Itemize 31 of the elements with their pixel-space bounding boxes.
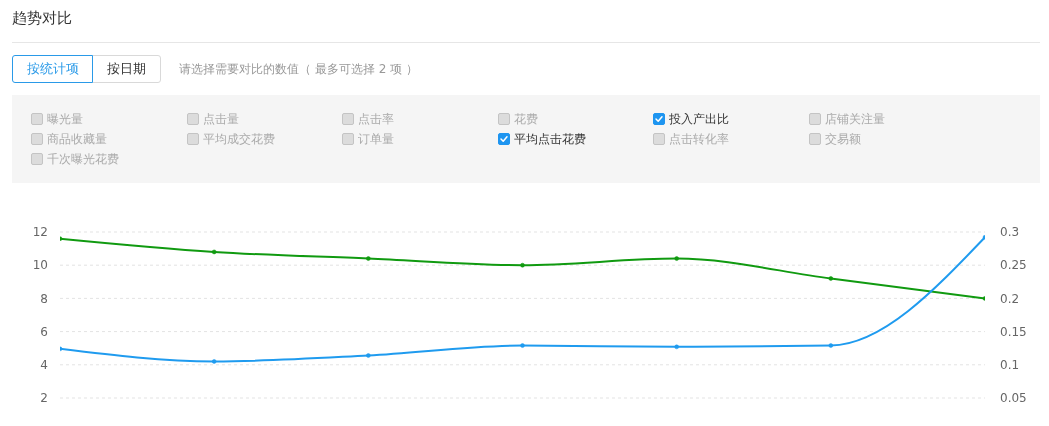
y2-tick-label: 0.1: [1000, 358, 1020, 373]
chart-title: 趋势对比: [12, 9, 72, 27]
y-tick-label: 12: [32, 225, 48, 240]
text: 点击率: [358, 112, 394, 126]
text: 商品收藏量: [47, 132, 107, 146]
text: 平均点击花费: [513, 132, 586, 146]
y-tick-label: 6: [40, 324, 48, 339]
line-series: [60, 235, 985, 364]
text: 订单量: [358, 132, 394, 146]
y2-tick-label: 0.2: [1000, 291, 1020, 306]
y2-tick-label: 0.25: [1000, 258, 1027, 273]
line-series: [60, 236, 985, 301]
text: 交易额: [824, 132, 861, 146]
y-tick-label: 4: [40, 358, 48, 373]
text: 曝光量: [47, 112, 83, 126]
y-tick-label: 2: [40, 391, 48, 406]
text: 投入产出比: [669, 112, 729, 126]
text: 店铺关注量: [824, 112, 885, 126]
text: 平均成交花费: [202, 132, 275, 146]
y-tick-label: 8: [40, 291, 48, 306]
y2-tick-label: 0.15: [1000, 324, 1027, 339]
text: 点击转化率: [669, 132, 729, 146]
y2-tick-label: 0.05: [1000, 391, 1027, 406]
tab-button: 按统计项: [12, 55, 93, 83]
text: 花费: [513, 112, 538, 126]
text: 点击量: [202, 112, 239, 126]
y-tick-label: 10: [32, 258, 48, 273]
text: 请选择需要对比的数值（ 最多可选择 2 项 ）: [179, 62, 418, 76]
tab-button: 按日期: [92, 55, 161, 83]
y2-tick-label: 0.3: [1000, 225, 1020, 240]
text: 千次曝光花费: [47, 152, 119, 166]
